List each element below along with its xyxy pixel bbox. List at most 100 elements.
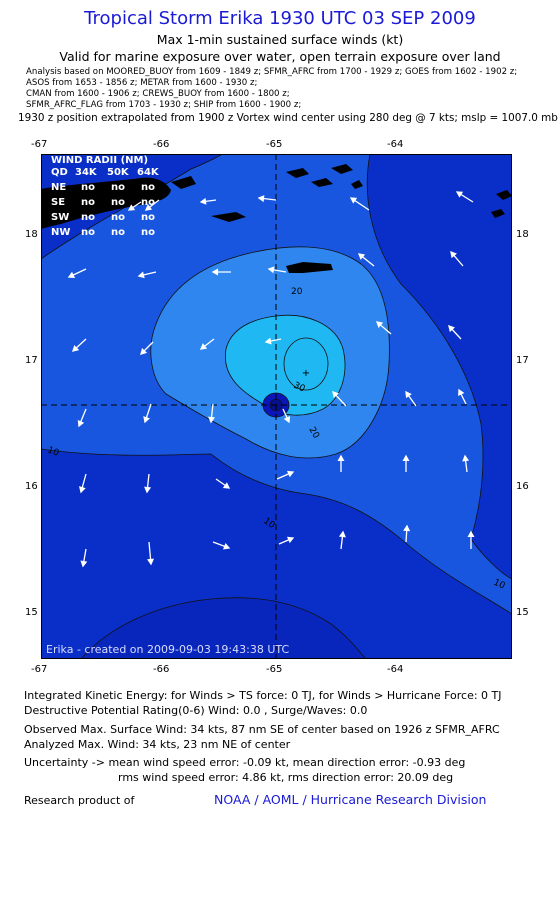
wind-radii-value: no xyxy=(111,212,125,223)
land-st-croix xyxy=(286,262,333,273)
destructive-potential-line: Destructive Potential Rating(0-6) Wind: … xyxy=(24,704,368,717)
wind-vector-arrowhead xyxy=(143,416,150,424)
land-st-martin xyxy=(491,209,505,218)
observed-max-wind-line: Observed Max. Surface Wind: 34 kts, 87 n… xyxy=(24,723,500,736)
lon-tick-top: -66 xyxy=(153,139,170,150)
land-puerto-rico-east xyxy=(171,176,196,189)
wind-vector-arrowhead xyxy=(338,530,346,538)
wind-vector-arrowhead xyxy=(405,390,412,399)
land-virgin-islands xyxy=(331,164,353,174)
lon-tick-bottom: -65 xyxy=(266,664,283,675)
wind-vector-arrowhead xyxy=(79,486,86,494)
wind-radii-value: no xyxy=(81,182,95,193)
lon-tick-bottom: -67 xyxy=(31,664,48,675)
wind-vector-arrowhead xyxy=(144,204,153,211)
wind-vector-arrowhead xyxy=(267,266,275,274)
wind-radii-value: no xyxy=(141,227,155,238)
wind-vector-arrowhead xyxy=(223,542,231,550)
contour-label: 20 xyxy=(291,287,303,297)
page-title: Tropical Storm Erika 1930 UTC 03 SEP 200… xyxy=(84,8,476,29)
lon-tick-top: -67 xyxy=(31,139,48,150)
wind-zone-low-south xyxy=(80,597,367,659)
lat-tick-left: 16 xyxy=(25,481,38,492)
contour-label: 10 xyxy=(46,445,60,458)
extrapolation-note: 1930 z position extrapolated from 1900 z… xyxy=(18,112,558,124)
land-virgin-islands xyxy=(351,180,363,189)
lat-tick-right: 16 xyxy=(516,481,529,492)
wind-radii-value: no xyxy=(81,227,95,238)
wind-vector-arrowhead xyxy=(211,268,219,276)
land-puerto-rico xyxy=(41,177,171,229)
wind-vector-arrowhead xyxy=(208,416,216,424)
wind-radii-value: no xyxy=(141,182,155,193)
contour-label: 30 xyxy=(292,381,307,395)
wind-vector-arrowhead xyxy=(80,560,88,568)
lat-tick-right: 18 xyxy=(516,229,529,240)
wind-vector-arrowhead xyxy=(403,524,411,532)
wind-vector-arrowhead xyxy=(147,558,155,566)
source-line-3: CMAN from 1600 - 1906 z; CREWS_BUOY from… xyxy=(26,89,290,99)
lat-tick-right: 17 xyxy=(516,355,529,366)
wind-radii-header: QD xyxy=(51,167,68,178)
wind-radii-header: 64K xyxy=(137,167,160,178)
wind-radii-value: no xyxy=(141,212,155,223)
wind-zone-low-east xyxy=(366,154,512,580)
wind-core-contour xyxy=(283,337,329,391)
wind-vector-arrowhead xyxy=(455,191,464,198)
wind-vector-arrowhead xyxy=(140,347,148,355)
source-line-2: ASOS from 1653 - 1856 z; METAR from 1600… xyxy=(26,78,258,88)
wind-vector-arrowhead xyxy=(357,253,366,260)
wind-radii-value: no xyxy=(111,227,125,238)
wind-vector-arrowhead xyxy=(286,470,295,478)
wind-vector-arrowhead xyxy=(77,419,85,428)
lon-tick-top: -65 xyxy=(266,139,283,150)
wind-radii-header: 34K xyxy=(75,167,98,178)
wind-radii-quadrant: SW xyxy=(51,212,69,223)
wind-radii-quadrant: NE xyxy=(51,182,66,193)
wind-radii-value: no xyxy=(81,197,95,208)
subtitle-exposure: Valid for marine exposure over water, op… xyxy=(59,49,501,64)
land-vieques xyxy=(211,212,246,222)
max-wind-marker: + xyxy=(302,368,310,379)
research-product-label: Research product of xyxy=(24,794,135,807)
wind-vector-arrowhead xyxy=(467,530,475,538)
wind-radii-quadrant: NW xyxy=(51,227,70,238)
lat-tick-left: 18 xyxy=(25,229,38,240)
wind-vector-arrowhead xyxy=(337,454,345,462)
wind-vector-arrowhead xyxy=(257,195,265,203)
wind-vector-arrowhead xyxy=(462,454,470,462)
wind-vector-arrowhead xyxy=(264,337,272,345)
wind-radii-value: no xyxy=(81,212,95,223)
wind-radii-quadrant: SE xyxy=(51,197,65,208)
wind-vector-arrowhead xyxy=(375,321,384,328)
lat-tick-left: 17 xyxy=(25,355,38,366)
wind-vector-arrowhead xyxy=(349,197,358,204)
land-anguilla xyxy=(496,190,512,200)
land-virgin-islands xyxy=(286,168,309,178)
wind-vector-arrowhead xyxy=(127,204,136,211)
wind-vector-arrowhead xyxy=(144,486,152,494)
wind-vector-arrowhead xyxy=(450,250,457,259)
wind-vector-arrowhead xyxy=(286,536,295,544)
source-line-4: SFMR_AFRC_FLAG from 1703 - 1930 z; SHIP … xyxy=(26,100,302,110)
ike-line: Integrated Kinetic Energy: for Winds > T… xyxy=(24,689,502,702)
lat-tick-left: 15 xyxy=(25,607,38,618)
wind-vector-arrowhead xyxy=(283,415,291,424)
wind-radii-table: WIND RADII (NM) QD 34K 50K 64K NE no no … xyxy=(51,155,160,238)
wind-vector-arrowhead xyxy=(448,325,455,333)
wind-radii-value: no xyxy=(111,182,125,193)
lon-tick-bottom: -66 xyxy=(153,664,170,675)
wind-field-map: 20 30 20 10 10 10 + WIND RADII (NM) QD 3… xyxy=(41,154,512,659)
wind-vector-arrowhead xyxy=(137,271,145,279)
wind-vector-arrowhead xyxy=(222,482,231,489)
source-line-1: Analysis based on MOORED_BUOY from 1609 … xyxy=(26,67,518,77)
wind-vector-arrowhead xyxy=(72,345,80,352)
noaa-aoml-link[interactable]: NOAA / AOML / Hurricane Research Divisio… xyxy=(214,792,487,807)
wind-radii-value: no xyxy=(141,197,155,208)
uncertainty-mean-line: Uncertainty -> mean wind speed error: -0… xyxy=(24,756,466,769)
wind-vector-arrowhead xyxy=(402,454,410,462)
subtitle-max-wind: Max 1-min sustained surface winds (kt) xyxy=(156,32,404,47)
wind-radii-title: WIND RADII (NM) xyxy=(51,155,148,166)
map-credit: Erika - created on 2009-09-03 19:43:38 U… xyxy=(46,643,289,656)
wind-vector-arrowhead xyxy=(199,343,208,350)
